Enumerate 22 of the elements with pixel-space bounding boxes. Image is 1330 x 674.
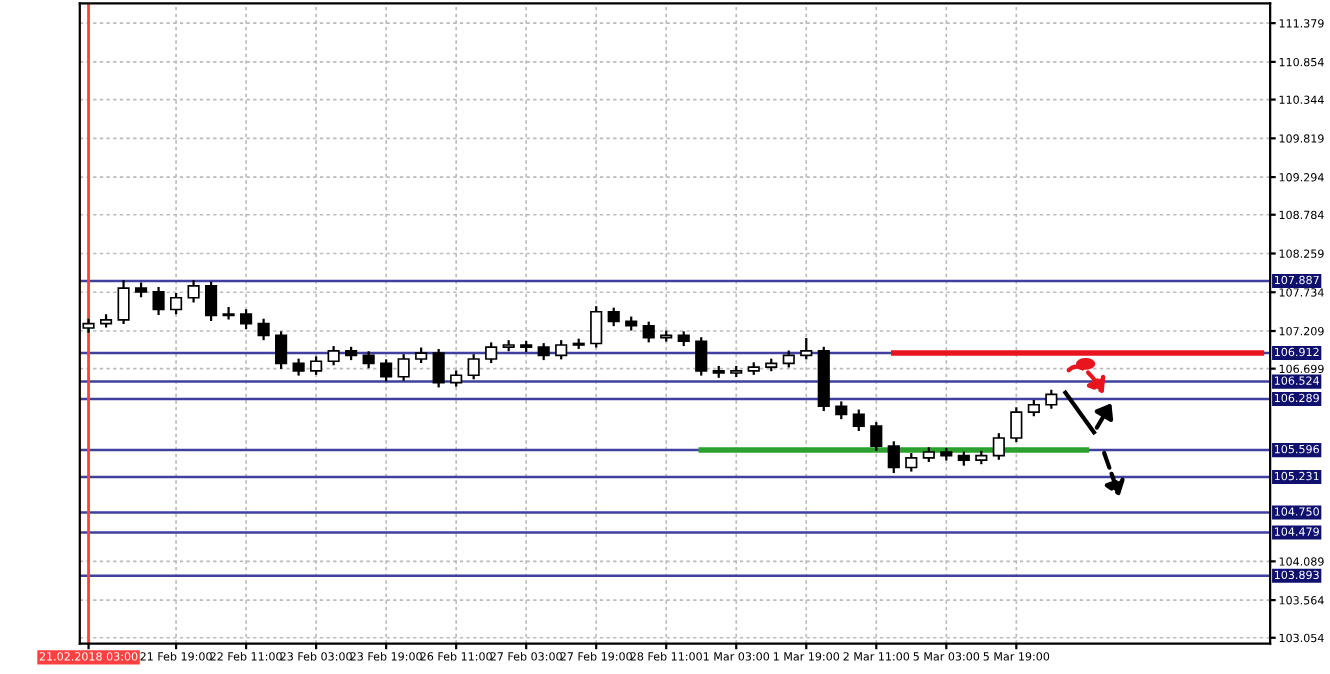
- candlestick: [1010, 407, 1023, 443]
- candlestick: [117, 280, 130, 324]
- candlestick: [992, 433, 1005, 460]
- candlestick: [870, 422, 883, 451]
- candlestick: [222, 306, 235, 320]
- candlestick: [642, 321, 655, 343]
- candlestick: [800, 337, 813, 360]
- candlestick: [169, 292, 183, 315]
- candlestick: [590, 306, 603, 348]
- candlestick: [152, 287, 165, 316]
- candlestick: [695, 337, 708, 376]
- candlestick: [257, 318, 270, 341]
- candlestick: [397, 354, 410, 381]
- candlestick: [485, 342, 498, 364]
- candlestick: [432, 349, 445, 388]
- candlestick: [887, 441, 900, 474]
- candlestick: [205, 281, 218, 321]
- candlestick: [467, 354, 480, 380]
- candlestick: [187, 280, 200, 303]
- candlestick: [380, 359, 393, 382]
- candlestick: [852, 409, 865, 431]
- candlestick: [275, 331, 288, 369]
